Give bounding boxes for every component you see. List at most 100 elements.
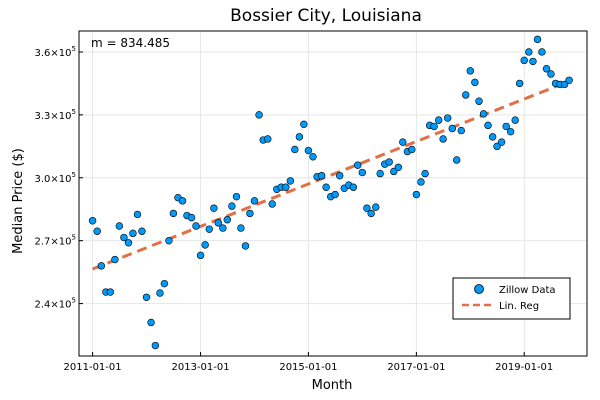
data-point [138,227,146,235]
data-point [506,127,515,136]
axis-ticks: 2011-01-01 2013-01-01 2015-01-01 2017-01-01… [35,45,554,373]
data-point [241,242,250,250]
data-point [201,241,209,249]
chart-title: Bossier City, Louisiana [230,6,422,26]
data-point [331,190,339,199]
data-point [502,122,510,131]
data-point [282,183,290,191]
data-point [165,236,173,245]
data-point [178,197,187,205]
x-tick-label: 2011-01-01 [64,362,122,373]
data-point [237,224,245,232]
data-point [196,251,205,260]
x-tick-label: 2019-01-01 [495,362,553,373]
data-point [520,56,528,65]
x-tick-label: 2017-01-01 [387,362,445,373]
data-point [214,219,222,227]
data-point [142,293,151,301]
data-point [462,91,470,99]
legend-marker-zillow-data [474,284,484,294]
data-point [376,169,384,178]
data-point [223,216,232,224]
data-point [111,255,119,264]
data-point [349,183,358,191]
data-point [151,341,160,350]
data-point [115,222,124,230]
data-point [97,262,106,270]
y-tick-label: 2.4×105 [35,297,76,311]
data-point [268,200,276,208]
data-point [358,168,367,177]
slope-annotation: m = 834.485 [91,36,170,50]
data-point [336,171,344,180]
data-point [133,210,142,219]
plot-frame [78,30,588,357]
grid-lines [79,31,587,356]
data-point [286,177,295,185]
data-point [466,67,475,75]
data-point [453,156,461,164]
data-point [169,209,178,218]
y-axis-title: Median Price ($) [11,148,26,254]
x-tick-label: 2015-01-01 [279,362,337,373]
data-point [390,167,398,176]
data-point [120,233,128,242]
data-point [542,65,551,73]
data-point [232,192,241,201]
data-point [444,114,452,122]
data-point [515,79,524,88]
data-point [417,178,425,186]
data-point [497,138,506,146]
data-point [385,158,393,166]
data-point [129,229,137,238]
data-point [205,225,213,233]
data-point [250,197,259,205]
data-point [156,289,164,297]
data-point [264,135,272,143]
data-point [160,279,169,288]
data-point [317,171,326,180]
data-point [300,120,308,129]
regression-line [92,79,570,271]
data-point [511,116,519,124]
data-point [394,163,403,171]
data-point [408,145,416,154]
data-point [399,138,407,146]
data-point [421,169,429,178]
data-point [471,78,479,87]
data-point [448,124,456,133]
data-point [228,202,236,210]
data-point [192,222,200,230]
data-point [430,122,438,131]
x-axis-title: Month [312,378,353,393]
data-point [354,161,362,169]
data-point [219,224,227,232]
data-point [124,239,133,247]
data-point [309,153,317,161]
data-point [295,133,304,141]
data-point [493,142,501,151]
data-points-layer [88,35,573,350]
data-point [529,57,537,66]
legend-box [452,277,571,320]
data-point [479,110,488,118]
data-point [475,97,483,105]
data-point [147,318,155,327]
data-point [439,135,447,143]
data-point [565,76,573,84]
y-tick-label: 3.0×105 [35,171,76,185]
data-point [106,288,115,296]
data-point [560,80,569,89]
y-tick-label: 3.3×105 [35,108,76,122]
data-point [547,70,555,78]
data-point [372,203,380,211]
data-point [255,111,263,119]
data-point [246,209,254,218]
data-point [93,227,101,235]
data-point [367,209,375,218]
data-point [488,133,497,141]
data-point [457,126,465,135]
data-point [210,204,218,212]
